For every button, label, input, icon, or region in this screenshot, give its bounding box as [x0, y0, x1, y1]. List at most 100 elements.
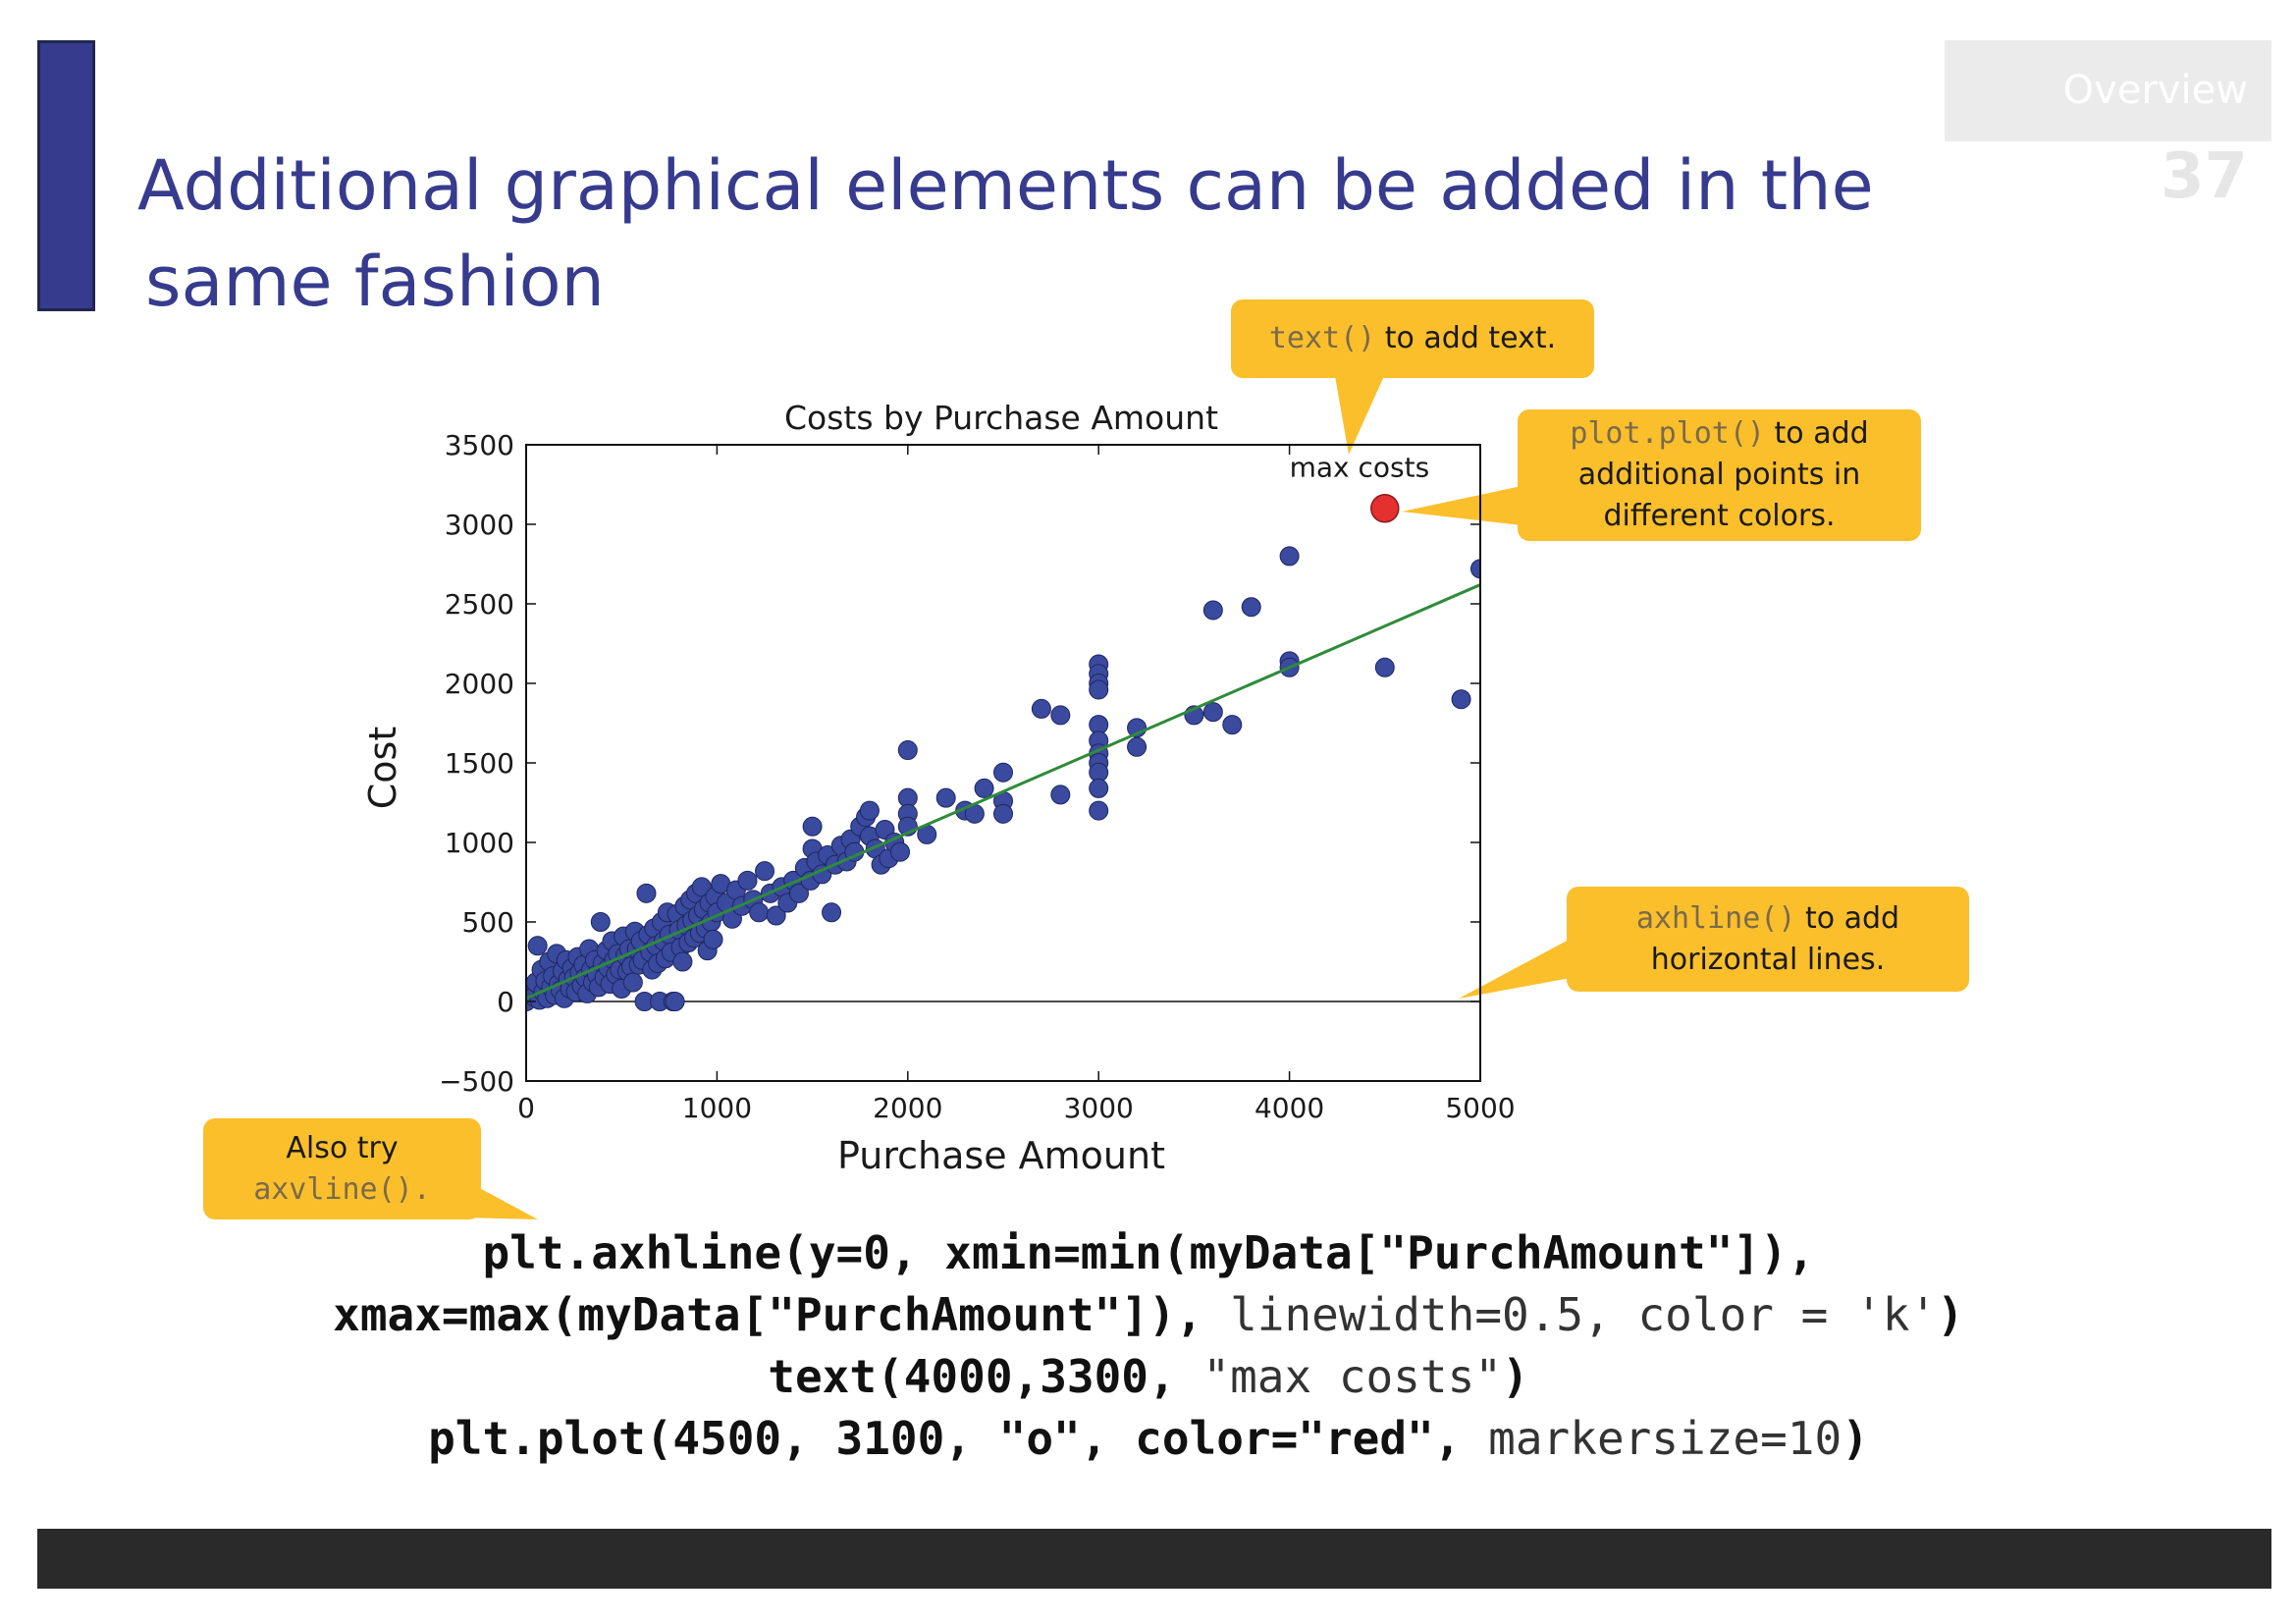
chart-title: Costs by Purchase Amount [784, 399, 1218, 437]
highlight-point [1370, 494, 1400, 523]
data-point [527, 936, 548, 956]
data-point [993, 762, 1013, 783]
callout-plot-rest: to add [1765, 416, 1869, 451]
callout-axhline-function: axhline() to add horizontal lines. [1567, 887, 1969, 992]
y-tick-label: 1000 [445, 827, 514, 859]
data-point [1050, 784, 1071, 805]
data-point [737, 870, 758, 891]
data-point [665, 992, 685, 1011]
x-tick-label: 2000 [873, 1092, 942, 1124]
y-tick-label: 3500 [445, 429, 514, 461]
scatter-chart: Costs by Purchase Amount max costs 0 1000 2… [363, 399, 1516, 1177]
data-point [636, 883, 657, 903]
callout-try-code: axvline() [253, 1171, 413, 1207]
code-line-4-bold: plt.plot(4500, 3100, "o", color="red", [428, 1412, 1462, 1465]
y-tick-label: 0 [497, 986, 514, 1018]
code-line-4-end: ) [1842, 1412, 1869, 1465]
callout-try-suffix: . [412, 1171, 431, 1207]
data-point [1202, 600, 1223, 621]
callout-axh-code: axhline() [1635, 900, 1796, 936]
data-point [590, 912, 611, 932]
callout-try-line-1: Also try [286, 1130, 399, 1165]
code-line-4-regular: markersize=10 [1461, 1412, 1842, 1465]
slide-title: Additional graphical elements can be add… [137, 137, 1904, 330]
y-tick-label: 1500 [445, 747, 514, 780]
callout-axh-rest: to add [1795, 900, 1900, 936]
data-point [897, 740, 918, 761]
callout-plot-function: plot.plot() to add additional points in … [1518, 409, 1921, 541]
callout-plot-line-1: plot.plot() to add [1570, 413, 1868, 455]
data-point [1222, 715, 1243, 735]
code-line-3: text(4000,3300, "max costs") [137, 1346, 2160, 1408]
plot-marks [526, 494, 1480, 1011]
x-tick-label: 0 [517, 1092, 535, 1124]
callout-try-line-2: axvline(). [253, 1169, 431, 1211]
code-line-2-bold: xmax=max(myData["PurchAmount"]), [333, 1288, 1203, 1341]
x-tick-label: 5000 [1445, 1092, 1515, 1124]
data-point [974, 778, 994, 798]
data-point [802, 816, 823, 837]
callout-also-try: Also try axvline(). [203, 1118, 481, 1219]
data-point [822, 902, 842, 923]
annotation-text: max costs [1290, 451, 1430, 483]
data-point [1279, 546, 1300, 567]
y-tick-label: 500 [462, 906, 514, 939]
callout-text-line: text() to add text. [1269, 318, 1556, 359]
code-line-3-end: ) [1502, 1350, 1529, 1403]
data-point [993, 803, 1013, 824]
data-point [703, 929, 723, 949]
data-point [935, 787, 956, 808]
data-point [1127, 736, 1148, 757]
data-point [788, 883, 809, 903]
page-number: 37 [2160, 140, 2248, 213]
callout-text-function: text() to add text. [1231, 299, 1594, 378]
section-tab[interactable]: Overview [1945, 40, 2271, 141]
data-point [691, 877, 712, 897]
callout-text-rest: to add text. [1375, 321, 1557, 355]
code-line-3-bold: text(4000,3300, [768, 1350, 1176, 1403]
callout-text-code: text() [1268, 321, 1376, 355]
data-point [622, 972, 643, 993]
data-point [1089, 679, 1109, 700]
data-point [755, 861, 774, 882]
code-line-2-end: ) [1937, 1288, 1964, 1341]
callout-plot-line-2: additional points in [1577, 458, 1861, 492]
y-tick-label: −500 [439, 1065, 514, 1098]
callout-tail-text [1335, 376, 1384, 455]
y-tick-label: 2000 [445, 668, 514, 700]
data-point [1031, 698, 1051, 719]
data-point [1089, 800, 1109, 821]
fit-line [526, 583, 1480, 1001]
y-tick-label: 2500 [445, 588, 514, 621]
callout-tail-plot [1402, 486, 1522, 525]
callout-tail-axh [1459, 939, 1571, 999]
callout-axh-line-2: horizontal lines. [1650, 942, 1886, 977]
data-point [766, 905, 786, 926]
data-point [1451, 689, 1471, 710]
data-point [1050, 705, 1071, 726]
data-point [1241, 597, 1261, 618]
data-point [1374, 657, 1395, 677]
code-line-1: plt.axhline(y=0, xmin=min(myData["PurchA… [137, 1222, 2160, 1284]
callout-plot-line-3: different colors. [1603, 499, 1836, 533]
x-tick-label: 3000 [1064, 1092, 1134, 1124]
code-block: plt.axhline(y=0, xmin=min(myData["PurchA… [137, 1222, 2160, 1470]
data-point [1089, 778, 1109, 798]
code-line-2: xmax=max(myData["PurchAmount"]), linewid… [137, 1284, 2160, 1346]
code-line-2-regular: linewidth=0.5, color = 'k' [1202, 1288, 1938, 1341]
data-point [1202, 702, 1223, 723]
data-point [749, 902, 770, 923]
x-axis-label: Purchase Amount [837, 1134, 1165, 1177]
accent-bar [37, 40, 95, 311]
code-line-1-bold: plt.axhline(y=0, xmin=min(myData["PurchA… [482, 1226, 1815, 1279]
data-point [859, 800, 880, 821]
data-point [672, 951, 693, 972]
slide-title-line-1: Additional graphical elements can be add… [137, 145, 1874, 226]
code-line-4: plt.plot(4500, 3100, "o", color="red", m… [137, 1408, 2160, 1470]
x-tick-label: 4000 [1255, 1092, 1324, 1124]
data-point [1470, 559, 1480, 579]
x-tick-label: 1000 [682, 1092, 752, 1124]
y-axis-label: Cost [363, 727, 404, 809]
code-line-3-regular: "max costs" [1175, 1350, 1503, 1403]
